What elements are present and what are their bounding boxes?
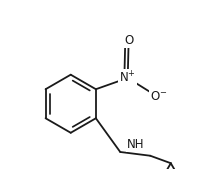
Text: O: O <box>124 34 133 47</box>
Text: O$^{-}$: O$^{-}$ <box>150 90 167 103</box>
Text: N$^{+}$: N$^{+}$ <box>119 70 136 86</box>
Text: NH: NH <box>127 138 144 151</box>
